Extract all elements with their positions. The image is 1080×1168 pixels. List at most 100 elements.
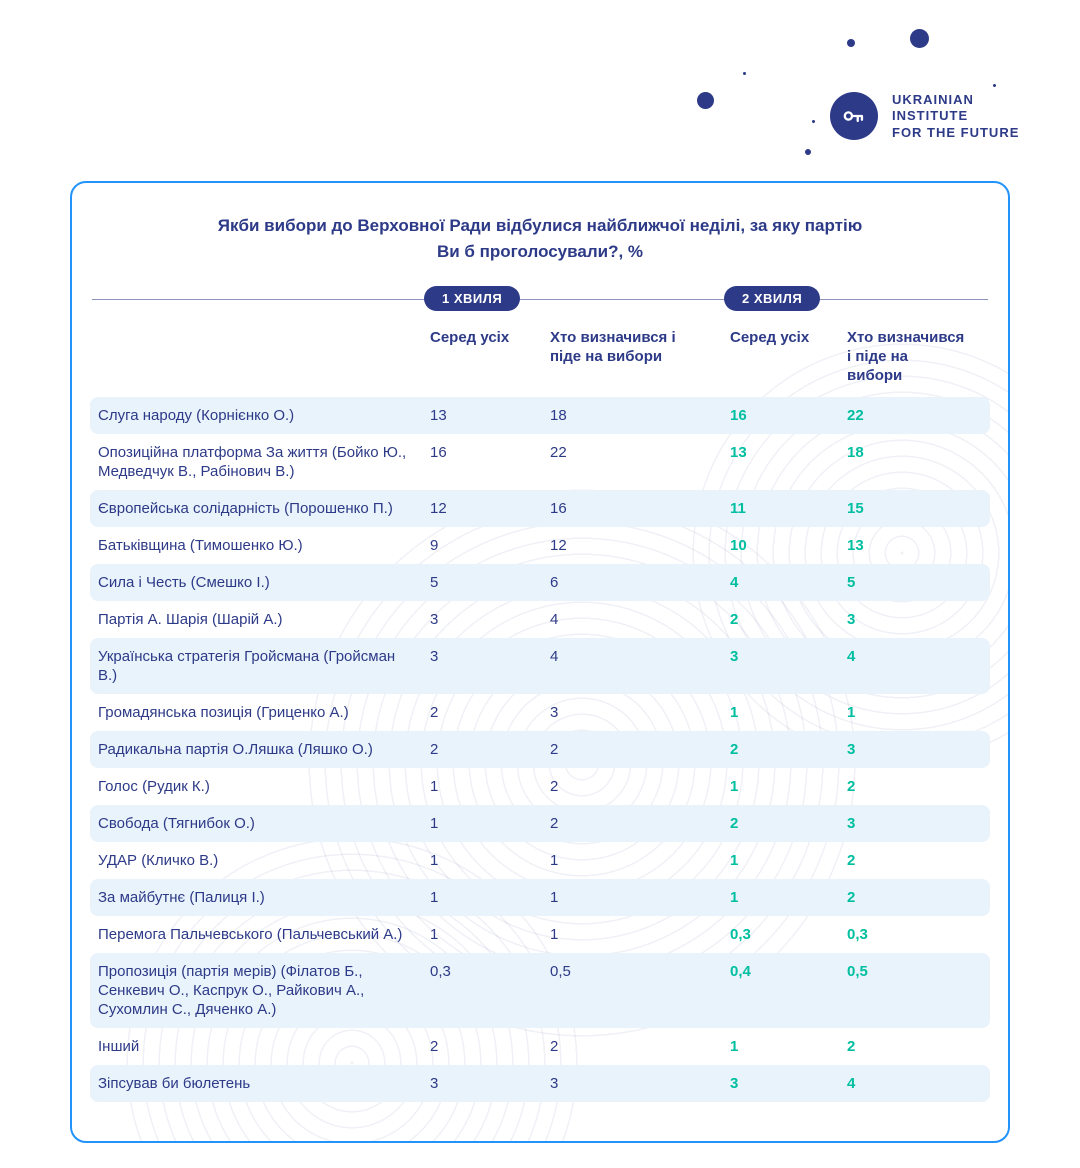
wave2-all-value: 1: [730, 703, 739, 721]
page-title-line-2: Ви б проголосували?, %: [436, 242, 644, 262]
logo-line-2: INSTITUTE: [892, 108, 969, 124]
wave2-all-value: 16: [730, 406, 747, 424]
table-row: Опозиційна платформа За життя (Бойко Ю.,…: [90, 434, 990, 490]
wave1-all-value: 3: [430, 1074, 439, 1092]
wave1-decided-value: 3: [550, 1074, 559, 1092]
wave1-badge: 1 ХВИЛЯ: [424, 285, 521, 311]
table-row: Партія А. Шарія (Шарій А.) 3 4 2 3: [90, 601, 990, 638]
wave1-all-value: 1: [430, 777, 439, 795]
col-header-wave2-all: Серед усіх: [730, 328, 810, 346]
party-name: За майбутнє (Палиця І.): [98, 888, 265, 906]
page-title: Якби вибори до Верховної Ради відбулися …: [130, 213, 950, 266]
wave2-all-value: 3: [730, 1074, 739, 1092]
wave1-decided-value: 0,5: [550, 962, 571, 980]
party-name: Свобода (Тягнибок О.): [98, 814, 255, 832]
wave2-decided-value: 18: [847, 443, 864, 461]
wave2-decided-value: 2: [847, 777, 856, 795]
wave2-all-value: 0,3: [730, 925, 751, 943]
table-row: Радикальна партія О.Ляшка (Ляшко О.) 2 2…: [90, 730, 990, 768]
party-name: Пропозиція (партія мерів) (Філатов Б., С…: [98, 962, 365, 1018]
party-name: Партія А. Шарія (Шарій А.): [98, 610, 283, 628]
wave1-decided-value: 2: [550, 777, 559, 795]
party-name: Сила і Честь (Смешко І.): [98, 573, 270, 591]
decor-dot: [910, 29, 929, 48]
wave2-decided-value: 2: [847, 1037, 856, 1055]
table-row: Європейська солідарність (Порошенко П.) …: [90, 489, 990, 527]
logo-line-3: FOR THE FUTURE: [892, 124, 1020, 140]
wave1-decided-value: 16: [550, 499, 567, 517]
col-header-wave1-all: Серед усіх: [430, 328, 510, 346]
wave1-all-value: 1: [430, 851, 439, 869]
wave1-all-value: 5: [430, 573, 439, 591]
wave2-all-value: 11: [730, 499, 746, 517]
wave2-all-value: 2: [730, 740, 739, 758]
decor-dot: [812, 120, 815, 123]
wave2-decided-value: 0,3: [847, 925, 868, 943]
party-name: Українська стратегія Гройсмана (Гройсман…: [98, 647, 396, 684]
party-name: Слуга народу (Корнієнко О.): [98, 406, 295, 424]
decor-dot: [847, 39, 855, 47]
party-name: Громадянська позиція (Гриценко А.): [98, 703, 349, 721]
party-name: Європейська солідарність (Порошенко П.): [98, 499, 393, 517]
wave2-decided-value: 0,5: [847, 962, 868, 980]
wave2-decided-value: 2: [847, 851, 856, 869]
wave1-decided-value: 4: [550, 647, 559, 665]
party-name: УДАР (Кличко В.): [98, 851, 219, 869]
wave1-decided-value: 4: [550, 610, 559, 628]
table-row: Пропозиція (партія мерів) (Філатов Б., С…: [90, 952, 990, 1028]
party-name: Батьківщина (Тимошенко Ю.): [98, 536, 303, 554]
party-name: Голос (Рудик К.): [98, 777, 210, 795]
wave2-all-value: 1: [730, 888, 739, 906]
table-row: Українська стратегія Гройсмана (Гройсман…: [90, 637, 990, 694]
wave2-decided-value: 4: [847, 1074, 856, 1092]
wave2-all-value: 0,4: [730, 962, 751, 980]
wave1-all-value: 2: [430, 1037, 439, 1055]
wave2-decided-value: 2: [847, 888, 856, 906]
wave1-decided-value: 18: [550, 406, 567, 424]
wave1-decided-value: 2: [550, 814, 559, 832]
wave2-all-value: 1: [730, 1037, 739, 1055]
wave1-decided-value: 2: [550, 1037, 559, 1055]
divider-line: [92, 298, 988, 300]
table-row: Перемога Пальчевського (Пальчевський А.)…: [90, 916, 990, 953]
wave1-decided-value: 6: [550, 573, 559, 591]
party-name: Радикальна партія О.Ляшка (Ляшко О.): [98, 740, 373, 758]
poll-card: Якби вибори до Верховної Ради відбулися …: [70, 181, 1010, 1143]
decor-dot: [805, 149, 811, 155]
wave2-all-value: 4: [730, 573, 739, 591]
decor-dot: [743, 72, 746, 75]
wave1-all-value: 2: [430, 740, 439, 758]
table-row: УДАР (Кличко В.) 1 1 1 2: [90, 842, 990, 879]
party-name: Перемога Пальчевського (Пальчевський А.): [98, 925, 403, 943]
col-header-wave1-decided: Хто визначився і піде на вибори: [550, 328, 676, 365]
wave1-all-value: 3: [430, 647, 439, 665]
wave2-decided-value: 22: [847, 406, 864, 424]
wave2-decided-value: 5: [847, 573, 856, 591]
table-row: Слуга народу (Корнієнко О.) 13 18 16 22: [90, 396, 990, 434]
table-row: Свобода (Тягнибок О.) 1 2 2 3: [90, 804, 990, 842]
wave1-decided-value: 12: [550, 536, 567, 554]
wave2-decided-value: 3: [847, 740, 856, 758]
table-row: За майбутнє (Палиця І.) 1 1 1 2: [90, 878, 990, 916]
wave2-decided-value: 3: [847, 610, 856, 628]
table-row: Батьківщина (Тимошенко Ю.) 9 12 10 13: [90, 527, 990, 564]
wave1-all-value: 9: [430, 536, 439, 554]
table-row: Громадянська позиція (Гриценко А.) 2 3 1…: [90, 694, 990, 731]
decor-dot: [697, 92, 714, 109]
wave1-decided-value: 1: [550, 888, 559, 906]
table-row: Сила і Честь (Смешко І.) 5 6 4 5: [90, 563, 990, 601]
wave2-decided-value: 3: [847, 814, 856, 832]
wave1-all-value: 1: [430, 925, 439, 943]
wave2-all-value: 2: [730, 814, 739, 832]
column-headers: Серед усіх Хто визначився і піде на вибо…: [90, 312, 990, 397]
col-header-wave2-decided: Хто визначився і піде на вибори: [847, 328, 965, 384]
uif-logo-icon: [830, 92, 878, 141]
wave1-all-value: 13: [430, 406, 447, 424]
wave2-all-value: 3: [730, 647, 739, 665]
table-row: Зіпсував би бюлетень 3 3 3 4: [90, 1064, 990, 1102]
decor-dot: [993, 84, 996, 87]
wave1-all-value: 3: [430, 610, 439, 628]
page-title-line-1: Якби вибори до Верховної Ради відбулися …: [217, 216, 863, 235]
table-row: Голос (Рудик К.) 1 2 1 2: [90, 768, 990, 805]
wave1-decided-value: 3: [550, 703, 559, 721]
